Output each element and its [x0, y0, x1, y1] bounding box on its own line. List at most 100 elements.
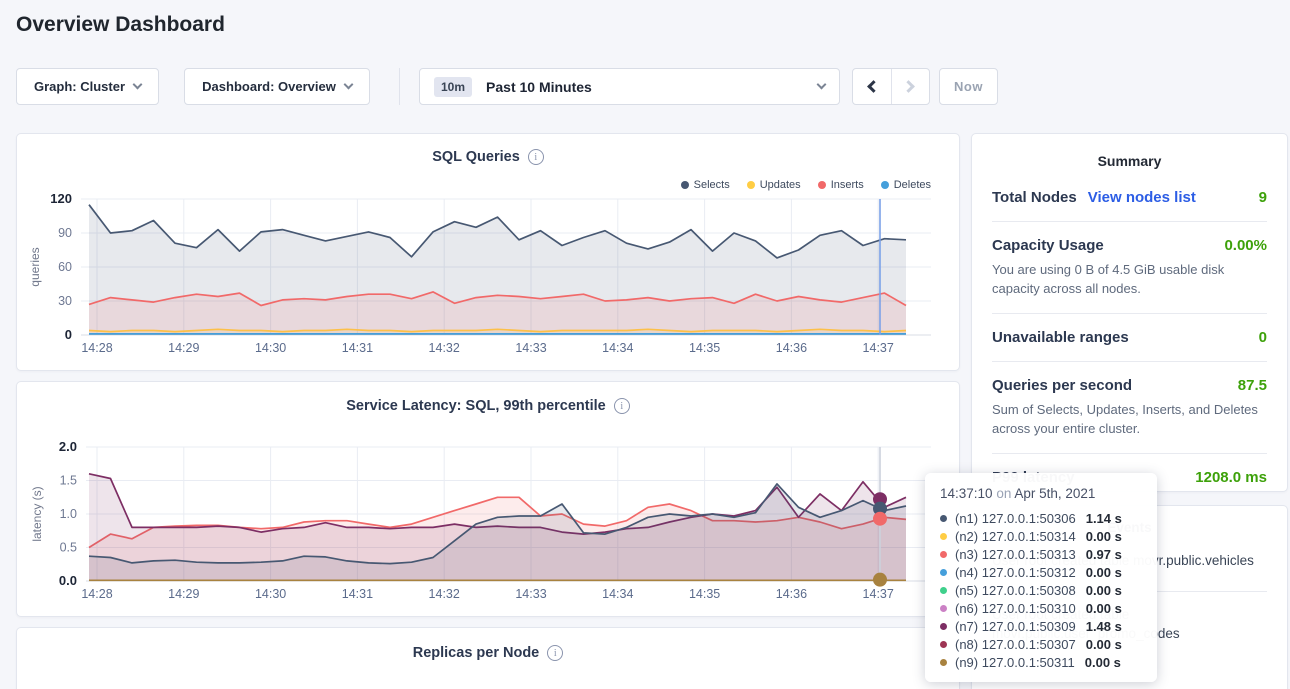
- svg-text:queries: queries: [28, 247, 42, 286]
- dashboard-dropdown[interactable]: Dashboard: Overview: [184, 68, 370, 105]
- tooltip-node-row: (n4) 127.0.0.1:50312 0.00 s: [940, 563, 1142, 581]
- tooltip-node-row: (n2) 127.0.0.1:50314 0.00 s: [940, 527, 1142, 545]
- legend-dot-icon: [880, 181, 889, 189]
- svg-text:14:31: 14:31: [342, 587, 373, 601]
- legend-label: Deletes: [893, 179, 931, 191]
- svg-text:60: 60: [58, 260, 72, 274]
- divider: [992, 221, 1267, 222]
- view-nodes-list-link[interactable]: View nodes list: [1087, 189, 1196, 206]
- svg-text:30: 30: [58, 294, 72, 308]
- node-latency-value: 0.97 s: [1085, 546, 1122, 562]
- legend-dot-icon: [817, 181, 826, 189]
- svg-text:14:28: 14:28: [81, 587, 112, 601]
- node-latency-value: 0.00 s: [1084, 654, 1121, 670]
- capacity-usage-value: 0.00%: [1224, 237, 1267, 254]
- time-prev-button[interactable]: [853, 69, 891, 104]
- node-address: (n9) 127.0.0.1:50311: [955, 654, 1075, 670]
- total-nodes-label: Total Nodes: [992, 189, 1077, 206]
- now-button[interactable]: Now: [939, 68, 998, 105]
- total-nodes-value: 9: [1258, 189, 1267, 206]
- sql-queries-legend: Selects Updates Inserts Deletes: [680, 179, 931, 191]
- node-address: (n5) 127.0.0.1:50308: [955, 582, 1076, 598]
- node-color-dot-icon: [940, 658, 947, 666]
- node-address: (n4) 127.0.0.1:50312: [955, 564, 1076, 580]
- chevron-right-icon: [902, 80, 915, 93]
- sql-queries-title-text: SQL Queries: [432, 149, 520, 165]
- svg-text:14:34: 14:34: [602, 587, 633, 601]
- tooltip-timestamp: 14:37:10 on Apr 5th, 2021: [940, 486, 1142, 501]
- node-address: (n2) 127.0.0.1:50314: [955, 528, 1076, 544]
- node-color-dot-icon: [940, 532, 947, 540]
- time-next-button[interactable]: [890, 69, 929, 104]
- legend-label: Inserts: [830, 179, 864, 191]
- chevron-down-icon: [816, 79, 827, 90]
- node-latency-value: 0.00 s: [1085, 600, 1122, 616]
- time-range-selector[interactable]: 10m Past 10 Minutes: [419, 68, 840, 105]
- summary-row-unavailable: Unavailable ranges 0: [992, 329, 1267, 346]
- divider: [992, 453, 1267, 454]
- svg-text:14:29: 14:29: [168, 587, 199, 601]
- node-latency-value: 0.00 s: [1085, 528, 1122, 544]
- tooltip-node-row: (n9) 127.0.0.1:50311 0.00 s: [940, 653, 1142, 671]
- toolbar-divider: [399, 68, 400, 105]
- service-latency-chart[interactable]: 14:28 14:29 14:30 14:31 14:32 14:33 14:34 14:35…: [17, 432, 961, 612]
- legend-label: Updates: [759, 179, 801, 191]
- node-address: (n7) 127.0.0.1:50309: [955, 618, 1076, 634]
- page-title: Overview Dashboard: [16, 13, 225, 36]
- legend-label: Selects: [693, 179, 730, 191]
- tooltip-time: 14:37:10: [940, 486, 993, 501]
- tooltip-node-row: (n7) 127.0.0.1:50309 1.48 s: [940, 617, 1142, 635]
- sql-queries-chart[interactable]: 14:28 14:29 14:30 14:31 14:32 14:33 14:34 14:35…: [17, 189, 961, 369]
- node-address: (n8) 127.0.0.1:50307: [955, 636, 1076, 652]
- tooltip-rows: (n1) 127.0.0.1:50306 1.14 s (n2) 127.0.0…: [940, 509, 1142, 671]
- legend-item[interactable]: Inserts: [817, 179, 864, 191]
- svg-text:14:35: 14:35: [689, 587, 720, 601]
- svg-text:14:29: 14:29: [168, 341, 199, 355]
- chevron-left-icon: [867, 80, 881, 93]
- svg-text:14:31: 14:31: [342, 341, 373, 355]
- svg-text:0.0: 0.0: [59, 573, 77, 588]
- summary-panel: Summary Total Nodes View nodes list 9 Ca…: [971, 133, 1288, 492]
- legend-item[interactable]: Selects: [680, 179, 730, 191]
- node-latency-value: 0.00 s: [1085, 582, 1122, 598]
- replicas-per-node-panel: Replicas per Node i: [16, 627, 960, 689]
- node-latency-value: 0.00 s: [1085, 636, 1122, 652]
- node-latency-value: 1.14 s: [1085, 510, 1122, 526]
- summary-row-total-nodes: Total Nodes View nodes list 9: [992, 189, 1267, 206]
- svg-text:14:33: 14:33: [515, 587, 546, 601]
- svg-text:0.5: 0.5: [60, 541, 77, 555]
- node-address: (n6) 127.0.0.1:50310: [955, 600, 1076, 616]
- sql-queries-panel: SQL Queries i Selects Updates Inserts De…: [16, 133, 960, 371]
- graph-dropdown[interactable]: Graph: Cluster: [16, 68, 159, 105]
- tooltip-date: Apr 5th, 2021: [1014, 486, 1096, 501]
- svg-text:14:33: 14:33: [515, 341, 546, 355]
- qps-value: 87.5: [1237, 377, 1267, 394]
- node-color-dot-icon: [940, 622, 947, 630]
- info-icon[interactable]: i: [613, 398, 630, 414]
- svg-text:90: 90: [58, 226, 72, 240]
- svg-text:14:32: 14:32: [429, 587, 460, 601]
- tooltip-node-row: (n8) 127.0.0.1:50307 0.00 s: [940, 635, 1142, 653]
- info-icon[interactable]: i: [547, 645, 564, 661]
- chevron-down-icon: [132, 79, 143, 90]
- replicas-title-text: Replicas per Node: [412, 645, 540, 661]
- svg-text:14:37: 14:37: [863, 587, 894, 601]
- svg-text:14:34: 14:34: [602, 341, 633, 355]
- legend-item[interactable]: Deletes: [880, 179, 931, 191]
- legend-item[interactable]: Updates: [746, 179, 801, 191]
- node-address: (n3) 127.0.0.1:50313: [955, 546, 1076, 562]
- unavailable-ranges-label: Unavailable ranges: [992, 329, 1129, 346]
- node-color-dot-icon: [940, 568, 947, 576]
- tooltip-node-row: (n6) 127.0.0.1:50310 0.00 s: [940, 599, 1142, 617]
- capacity-usage-label: Capacity Usage: [992, 237, 1104, 254]
- time-range-badge: 10m: [434, 76, 473, 97]
- qps-desc: Sum of Selects, Updates, Inserts, and De…: [992, 402, 1258, 436]
- unavailable-ranges-value: 0: [1258, 329, 1267, 346]
- dashboard-dropdown-label: Dashboard: Overview: [202, 79, 336, 94]
- service-latency-panel: Service Latency: SQL, 99th percentile i …: [16, 381, 960, 617]
- node-color-dot-icon: [940, 514, 947, 522]
- info-icon[interactable]: i: [527, 149, 544, 165]
- svg-text:14:30: 14:30: [255, 341, 286, 355]
- svg-text:120: 120: [50, 191, 72, 206]
- tooltip-node-row: (n1) 127.0.0.1:50306 1.14 s: [940, 509, 1142, 527]
